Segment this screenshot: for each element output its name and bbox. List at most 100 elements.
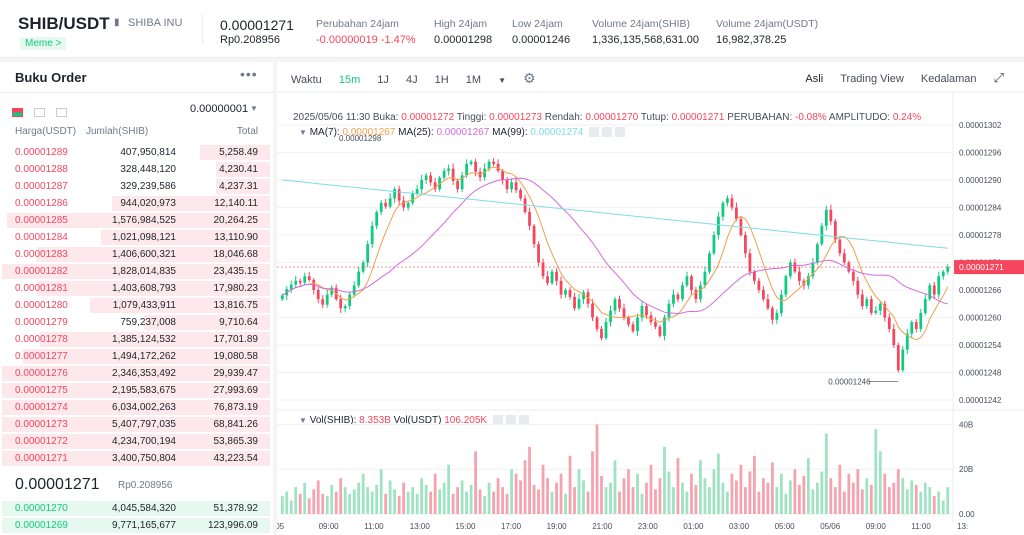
volume-bar [901,478,905,514]
ask-row[interactable]: 0.00001278 1,385,124,532 17,701.89 [0,331,273,348]
more-options-icon[interactable]: ••• [240,66,258,82]
close-icon[interactable] [518,415,529,426]
chevron-down-icon[interactable]: ▼ [250,104,258,113]
collapse-icon[interactable]: ▼ [299,128,307,137]
ask-row[interactable]: 0.00001274 6,034,002,263 76,873.19 [0,399,273,416]
candle-body [402,200,406,208]
volume-bar [433,473,437,514]
candle-body [721,202,725,217]
tab-1h[interactable]: 1J [377,74,389,86]
candle-body [717,216,720,235]
ask-row[interactable]: 0.00001273 5,407,797,035 68,841.26 [0,416,273,433]
ask-row[interactable]: 0.00001272 4,234,700,194 53,865.39 [0,433,273,450]
price-cell: 0.00001277 [15,351,68,362]
total-cell: 53,865.39 [213,436,259,447]
bid-row[interactable]: 0.00001270 4,045,584,320 51,378.92 [0,500,273,517]
candle-body [667,303,671,318]
volume-bar [289,500,293,514]
mid-price-idr: Rp0.208956 [118,480,173,491]
expand-icon[interactable]: ⤢ [993,70,1004,85]
volume-bar [649,464,653,514]
view-depth[interactable]: Kedalaman [920,73,977,85]
ask-row[interactable]: 0.00001287 329,239,586 4,237.31 [0,178,273,195]
mid-price-row[interactable]: 0.00001271 Rp0.208956 [0,470,273,500]
candle-body [564,290,567,295]
eye-icon[interactable] [589,127,600,138]
total-cell: 68,841.26 [213,419,259,430]
time-tick-label: 21:00 [592,522,613,531]
volume-bar [595,424,599,514]
volume-bar [316,480,320,514]
volume-bar [811,489,815,514]
total-cell: 18,046.68 [213,249,259,260]
tab-1m[interactable]: 1M [465,74,482,86]
price-cell: 0.00001272 [15,436,68,447]
volume-bar [501,487,504,514]
gear-icon[interactable]: ⚙ [523,70,536,86]
view-original[interactable]: Asli [805,73,824,85]
ask-row[interactable]: 0.00001284 1,021,098,121 13,110.90 [0,229,273,246]
ask-row[interactable]: 0.00001289 407,950,814 5,258.49 [0,144,273,161]
depth-bar [216,179,270,194]
close-icon[interactable] [615,127,626,138]
asks-view-icon[interactable] [56,108,67,117]
ask-row[interactable]: 0.00001286 944,020,973 12,140.11 [0,195,273,212]
meme-tag[interactable]: Meme > [20,37,67,50]
ask-row[interactable]: 0.00001271 3,400,750,804 43,223.54 [0,450,273,467]
volume-bar [663,446,666,514]
ask-row[interactable]: 0.00001288 328,448,120 4,230.41 [0,161,273,178]
volume-bar [541,464,545,514]
price-cell: 0.00001275 [15,385,68,396]
ask-row[interactable]: 0.00001276 2,346,353,492 29,939.47 [0,365,273,382]
settings-icon[interactable] [505,415,516,426]
volume-bar [609,482,612,514]
volume-bar [640,493,644,514]
bids-view-icon[interactable] [34,108,45,117]
tab-1d[interactable]: 1H [434,74,449,86]
ask-row[interactable]: 0.00001277 1,494,172,262 19,080.58 [0,348,273,365]
book-icon[interactable]: ▮ [114,17,120,28]
ask-row[interactable]: 0.00001282 1,828,014,835 23,435.15 [0,263,273,280]
candle-body [469,161,473,164]
time-tick-label: 23:00 [638,522,659,531]
time-tick-label: 05/06 [820,522,841,531]
ask-row[interactable]: 0.00001275 2,195,583,675 27,993.69 [0,382,273,399]
candle-body [456,180,460,190]
precision-select[interactable]: 0.00000001 [190,103,249,115]
price-tick-label: 0.00001290 [959,176,1002,185]
bid-row[interactable]: 0.00001269 9,771,165,677 123,996.09 [0,517,273,534]
volume-bar [280,496,284,514]
candle-body [559,280,563,295]
view-tradingview[interactable]: Trading View [840,73,904,85]
volume-bar [321,493,325,514]
collapse-icon[interactable]: ▼ [299,416,307,425]
eye-icon[interactable] [492,415,503,426]
ask-row[interactable]: 0.00001285 1,576,984,525 20,264.25 [0,212,273,229]
volume-bar [334,491,338,514]
tab-15m[interactable]: 15m [338,74,361,86]
ask-row[interactable]: 0.00001279 759,237,008 9,710.64 [0,314,273,331]
volume-bar [424,484,428,514]
candle-body [703,271,707,286]
candle-body [928,285,932,300]
both-sides-view-icon[interactable] [12,108,23,117]
tab-time[interactable]: Waktu [291,74,322,86]
price-cell: 0.00001281 [15,283,68,294]
tab-4h[interactable]: 4J [405,74,418,86]
ask-row[interactable]: 0.00001283 1,406,600,321 18,046.68 [0,246,273,263]
interval-more-icon[interactable]: ▼ [498,76,507,85]
volume-bar [307,498,311,514]
candle-body [914,322,918,329]
price-tick-label: 0.00001260 [959,314,1002,323]
volume-bar [294,487,298,514]
ask-row[interactable]: 0.00001281 1,403,608,793 17,980.23 [0,280,273,297]
pair-symbol[interactable]: SHIB/USDT [18,14,110,33]
volume-bar [645,482,648,514]
settings-icon[interactable] [602,127,613,138]
amount-cell: 328,448,120 [120,164,176,175]
depth-bar [2,264,270,279]
price-tick-label: 0.00001278 [959,231,1002,240]
price-chart[interactable]: 0.00001302 0.00001296 0.00001290 0.00001284… [277,62,1024,535]
ask-row[interactable]: 0.00001280 1,079,433,911 13,816.75 [0,297,273,314]
depth-bar [144,315,270,330]
